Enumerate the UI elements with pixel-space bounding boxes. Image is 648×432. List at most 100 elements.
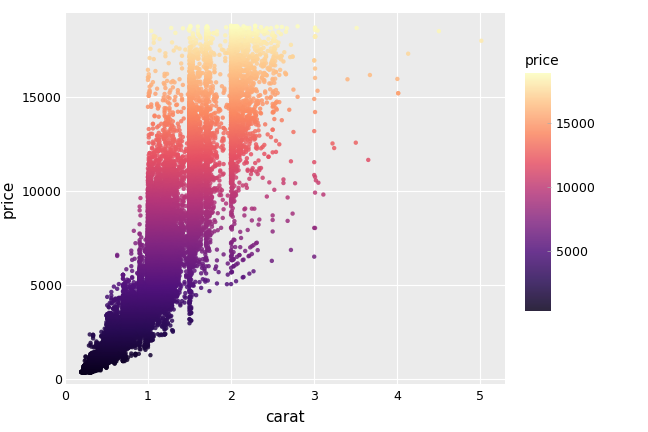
- Point: [87, 361, 97, 368]
- Point: [103, 341, 113, 348]
- Point: [144, 225, 154, 232]
- Point: [109, 340, 119, 347]
- Point: [130, 352, 141, 359]
- Point: [87, 365, 97, 372]
- Point: [111, 350, 122, 357]
- Point: [89, 359, 100, 366]
- Point: [86, 359, 97, 366]
- Point: [185, 116, 196, 123]
- Point: [107, 339, 117, 346]
- Point: [94, 357, 104, 364]
- Point: [86, 365, 96, 372]
- Point: [103, 349, 113, 356]
- Point: [86, 363, 97, 370]
- Point: [102, 342, 112, 349]
- Point: [119, 311, 129, 318]
- Point: [96, 352, 106, 359]
- Point: [118, 318, 128, 325]
- Point: [119, 312, 129, 319]
- Point: [189, 175, 200, 181]
- Point: [162, 294, 172, 301]
- Point: [174, 261, 184, 268]
- Point: [119, 322, 129, 329]
- Point: [143, 285, 153, 292]
- Point: [186, 213, 196, 219]
- Point: [84, 363, 95, 370]
- Point: [121, 311, 131, 318]
- Point: [92, 353, 102, 360]
- Point: [185, 193, 196, 200]
- Point: [185, 211, 196, 218]
- Point: [95, 358, 106, 365]
- Point: [107, 337, 117, 344]
- Point: [143, 313, 153, 320]
- Point: [226, 44, 237, 51]
- Point: [94, 362, 104, 369]
- Point: [86, 362, 96, 368]
- Point: [84, 359, 95, 366]
- Point: [111, 342, 122, 349]
- Point: [145, 266, 155, 273]
- Point: [86, 360, 97, 367]
- Point: [184, 131, 194, 138]
- Point: [84, 363, 95, 370]
- Point: [94, 354, 104, 361]
- Point: [87, 365, 97, 372]
- Point: [134, 281, 145, 288]
- Point: [86, 358, 96, 365]
- Point: [92, 362, 102, 368]
- Point: [84, 366, 95, 373]
- Point: [95, 359, 105, 366]
- Point: [118, 335, 128, 342]
- Point: [86, 365, 97, 372]
- Point: [119, 306, 129, 313]
- Point: [91, 362, 102, 369]
- Point: [140, 331, 150, 338]
- Point: [187, 172, 197, 179]
- Point: [151, 292, 161, 299]
- Point: [103, 340, 113, 346]
- Point: [123, 326, 133, 333]
- Point: [194, 163, 204, 170]
- Point: [103, 335, 113, 342]
- Point: [160, 280, 170, 286]
- Point: [104, 344, 114, 351]
- Point: [121, 329, 132, 336]
- Point: [98, 346, 108, 353]
- Point: [84, 363, 95, 370]
- Point: [101, 357, 111, 364]
- Point: [104, 350, 115, 357]
- Point: [172, 257, 182, 264]
- Point: [125, 299, 135, 305]
- Point: [233, 48, 243, 54]
- Point: [187, 141, 197, 148]
- Point: [144, 243, 154, 250]
- Point: [244, 101, 255, 108]
- Point: [95, 358, 106, 365]
- Point: [144, 298, 154, 305]
- Point: [93, 357, 103, 364]
- Point: [207, 198, 217, 205]
- Point: [144, 286, 154, 293]
- Point: [113, 333, 124, 340]
- Point: [152, 281, 162, 288]
- Point: [144, 296, 154, 303]
- Point: [234, 147, 244, 154]
- Point: [89, 367, 100, 374]
- Point: [185, 210, 196, 217]
- Point: [126, 314, 137, 321]
- Point: [95, 353, 105, 360]
- Point: [86, 359, 96, 365]
- Point: [91, 356, 102, 363]
- Point: [86, 365, 96, 372]
- Point: [117, 319, 128, 326]
- Point: [187, 223, 197, 230]
- Point: [88, 367, 98, 374]
- Point: [106, 342, 117, 349]
- Point: [184, 257, 194, 264]
- Point: [226, 119, 237, 126]
- Point: [103, 342, 113, 349]
- Point: [189, 174, 200, 181]
- Point: [128, 328, 138, 335]
- Point: [127, 296, 137, 303]
